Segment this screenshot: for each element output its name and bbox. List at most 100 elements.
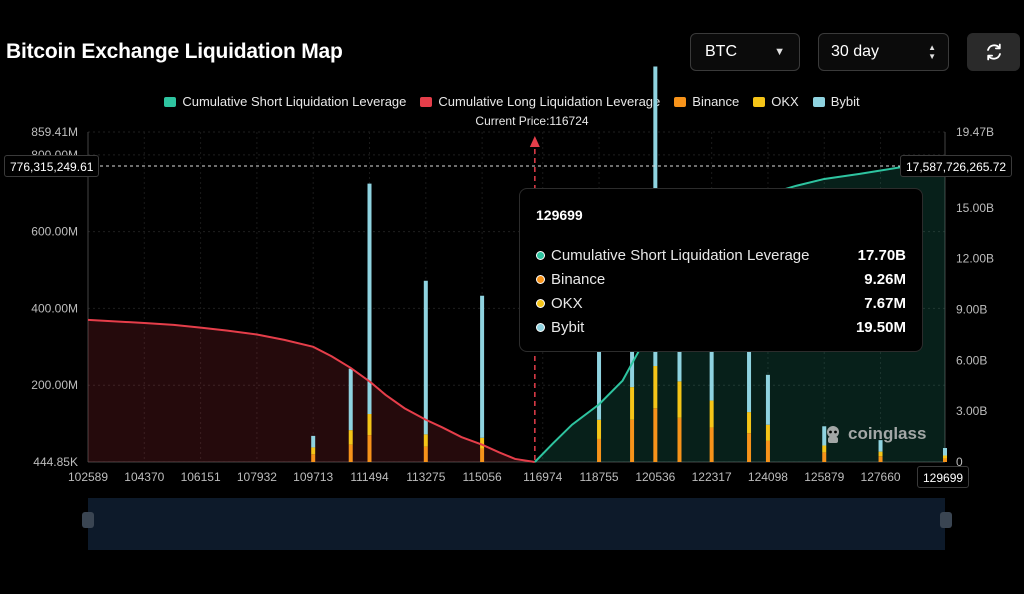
tooltip-dot-bybit [536,322,545,332]
x-tick-label: 104370 [124,470,164,484]
binance-bar [348,444,353,462]
y-right-tick-label: 0 [956,455,963,469]
binance-bar [677,417,682,462]
long-liquidation-area [88,319,535,462]
y-left-tick-label: 400.00M [31,301,78,315]
tooltip-value: 19.50M [855,318,906,336]
refresh-icon [986,43,1001,61]
legend-label-okx: OKX [771,94,799,109]
okx-swatch [753,96,766,107]
binance-bar [765,440,770,462]
x-tick-label: 115056 [463,470,502,484]
x-tick-label: 125879 [804,470,844,484]
y-left-tick-label: 859.41M [31,125,78,139]
crosshair-right-value: 17,587,726,265.72 [900,155,1013,177]
x-tick-label: 118755 [579,470,618,484]
okx-bar [480,437,485,449]
x-tick-label: 127660 [861,470,901,484]
page-title: Bitcoin Exchange Liquidation Map [6,40,343,63]
legend-item-bybit[interactable]: Bybit [812,94,860,109]
updown-icon: ▲ ▼ [928,43,936,61]
y-right-tick-label: 15.00B [956,201,994,215]
tooltip-label: Bybit [551,318,585,336]
tooltip-label: Binance [551,270,606,288]
okx-bar [653,366,658,409]
symbol-select-value: BTC [705,43,737,60]
binance-swatch [674,96,687,107]
long-liquidation-line [87,318,535,463]
x-tick-label: 124098 [748,470,788,484]
range-select-value: 30 day [831,43,880,60]
tooltip-row-binance: Binance 9.26M [536,267,906,291]
binance-bar [597,438,602,462]
tooltip-dot-okx [536,298,545,308]
bybit-bar [943,448,947,456]
legend-label-long: Cumulative Long Liquidation Leverage [438,94,661,109]
legend-label-short: Cumulative Short Liquidation Leverage [182,94,407,109]
tooltip-value: 9.26M [864,270,906,288]
refresh-button[interactable] [967,33,1020,71]
bybit-bar [822,426,827,446]
tooltip-row-bybit: Bybit 19.50M [536,315,906,339]
current-price-arrow [529,136,540,147]
legend-item-short[interactable]: Cumulative Short Liquidation Leverage [164,94,406,109]
okx-bar [943,455,947,459]
range-select[interactable]: 30 day ▲ ▼ [818,33,949,71]
okx-bar [348,430,353,445]
x-tick-label: 109713 [293,470,333,484]
bybit-bar [348,368,353,431]
x-tick-label: 111494 [350,470,389,484]
legend-label-binance: Binance [692,94,740,109]
binance-bar [367,435,372,462]
y-left-tick-label: 600.00M [31,225,78,239]
symbol-select[interactable]: BTC ▼ [690,33,800,71]
legend-item-binance[interactable]: Binance [674,94,739,109]
okx-bar [597,419,602,439]
legend-item-okx[interactable]: OKX [753,94,799,109]
caret-down-icon: ▼ [774,46,785,58]
legend-label-bybit: Bybit [830,94,860,109]
y-right-tick-label: 6.00B [956,353,987,367]
tooltip-label: Cumulative Short Liquidation Leverage [551,246,810,264]
x-tick-label: 113275 [406,470,445,484]
okx-bar [367,414,372,436]
bybit-bar [597,323,602,420]
tooltip-label: OKX [551,294,583,312]
tooltip-dot-short [536,250,545,260]
binance-bar [747,433,752,462]
x-tick-label: 120536 [635,470,675,484]
okx-bar [423,434,428,447]
tooltip-title: 129699 [536,207,583,223]
x-tick-label: 106151 [181,470,221,484]
tooltip-value: 7.67M [864,294,906,312]
binance-bar [423,446,428,462]
current-price-label: Current Price:116724 [475,114,589,128]
binance-bar [878,456,883,462]
y-right-tick-label: 12.00B [956,252,994,266]
y-left-tick-label: 444.85K [33,455,78,469]
bybit-bar [878,440,883,452]
y-right-tick-label: 3.00B [956,404,987,418]
binance-bar [311,454,316,462]
x-tick-label: 116974 [523,470,562,484]
binance-bar [709,427,714,462]
chart-legend: Cumulative Short Liquidation Leverage Cu… [0,94,1024,109]
y-left-tick-label: 200.00M [31,378,78,392]
bybit-bar [480,295,485,438]
legend-item-long[interactable]: Cumulative Long Liquidation Leverage [420,94,660,109]
bybit-bar [367,183,372,415]
long-swatch [420,96,433,107]
tooltip-row-okx: OKX 7.67M [536,291,906,315]
tooltip-dot-binance [536,274,545,284]
bybit-bar [747,319,752,413]
binance-bar [822,452,827,462]
okx-bar [822,445,827,453]
binance-bar [653,408,658,462]
short-swatch [164,96,177,107]
binance-bar [943,458,947,462]
bybit-bar [311,435,316,448]
okx-bar [765,424,770,441]
x-tick-label: 107932 [237,470,277,484]
okx-bar [311,447,316,455]
coinglass-watermark: coinglass [822,423,926,445]
